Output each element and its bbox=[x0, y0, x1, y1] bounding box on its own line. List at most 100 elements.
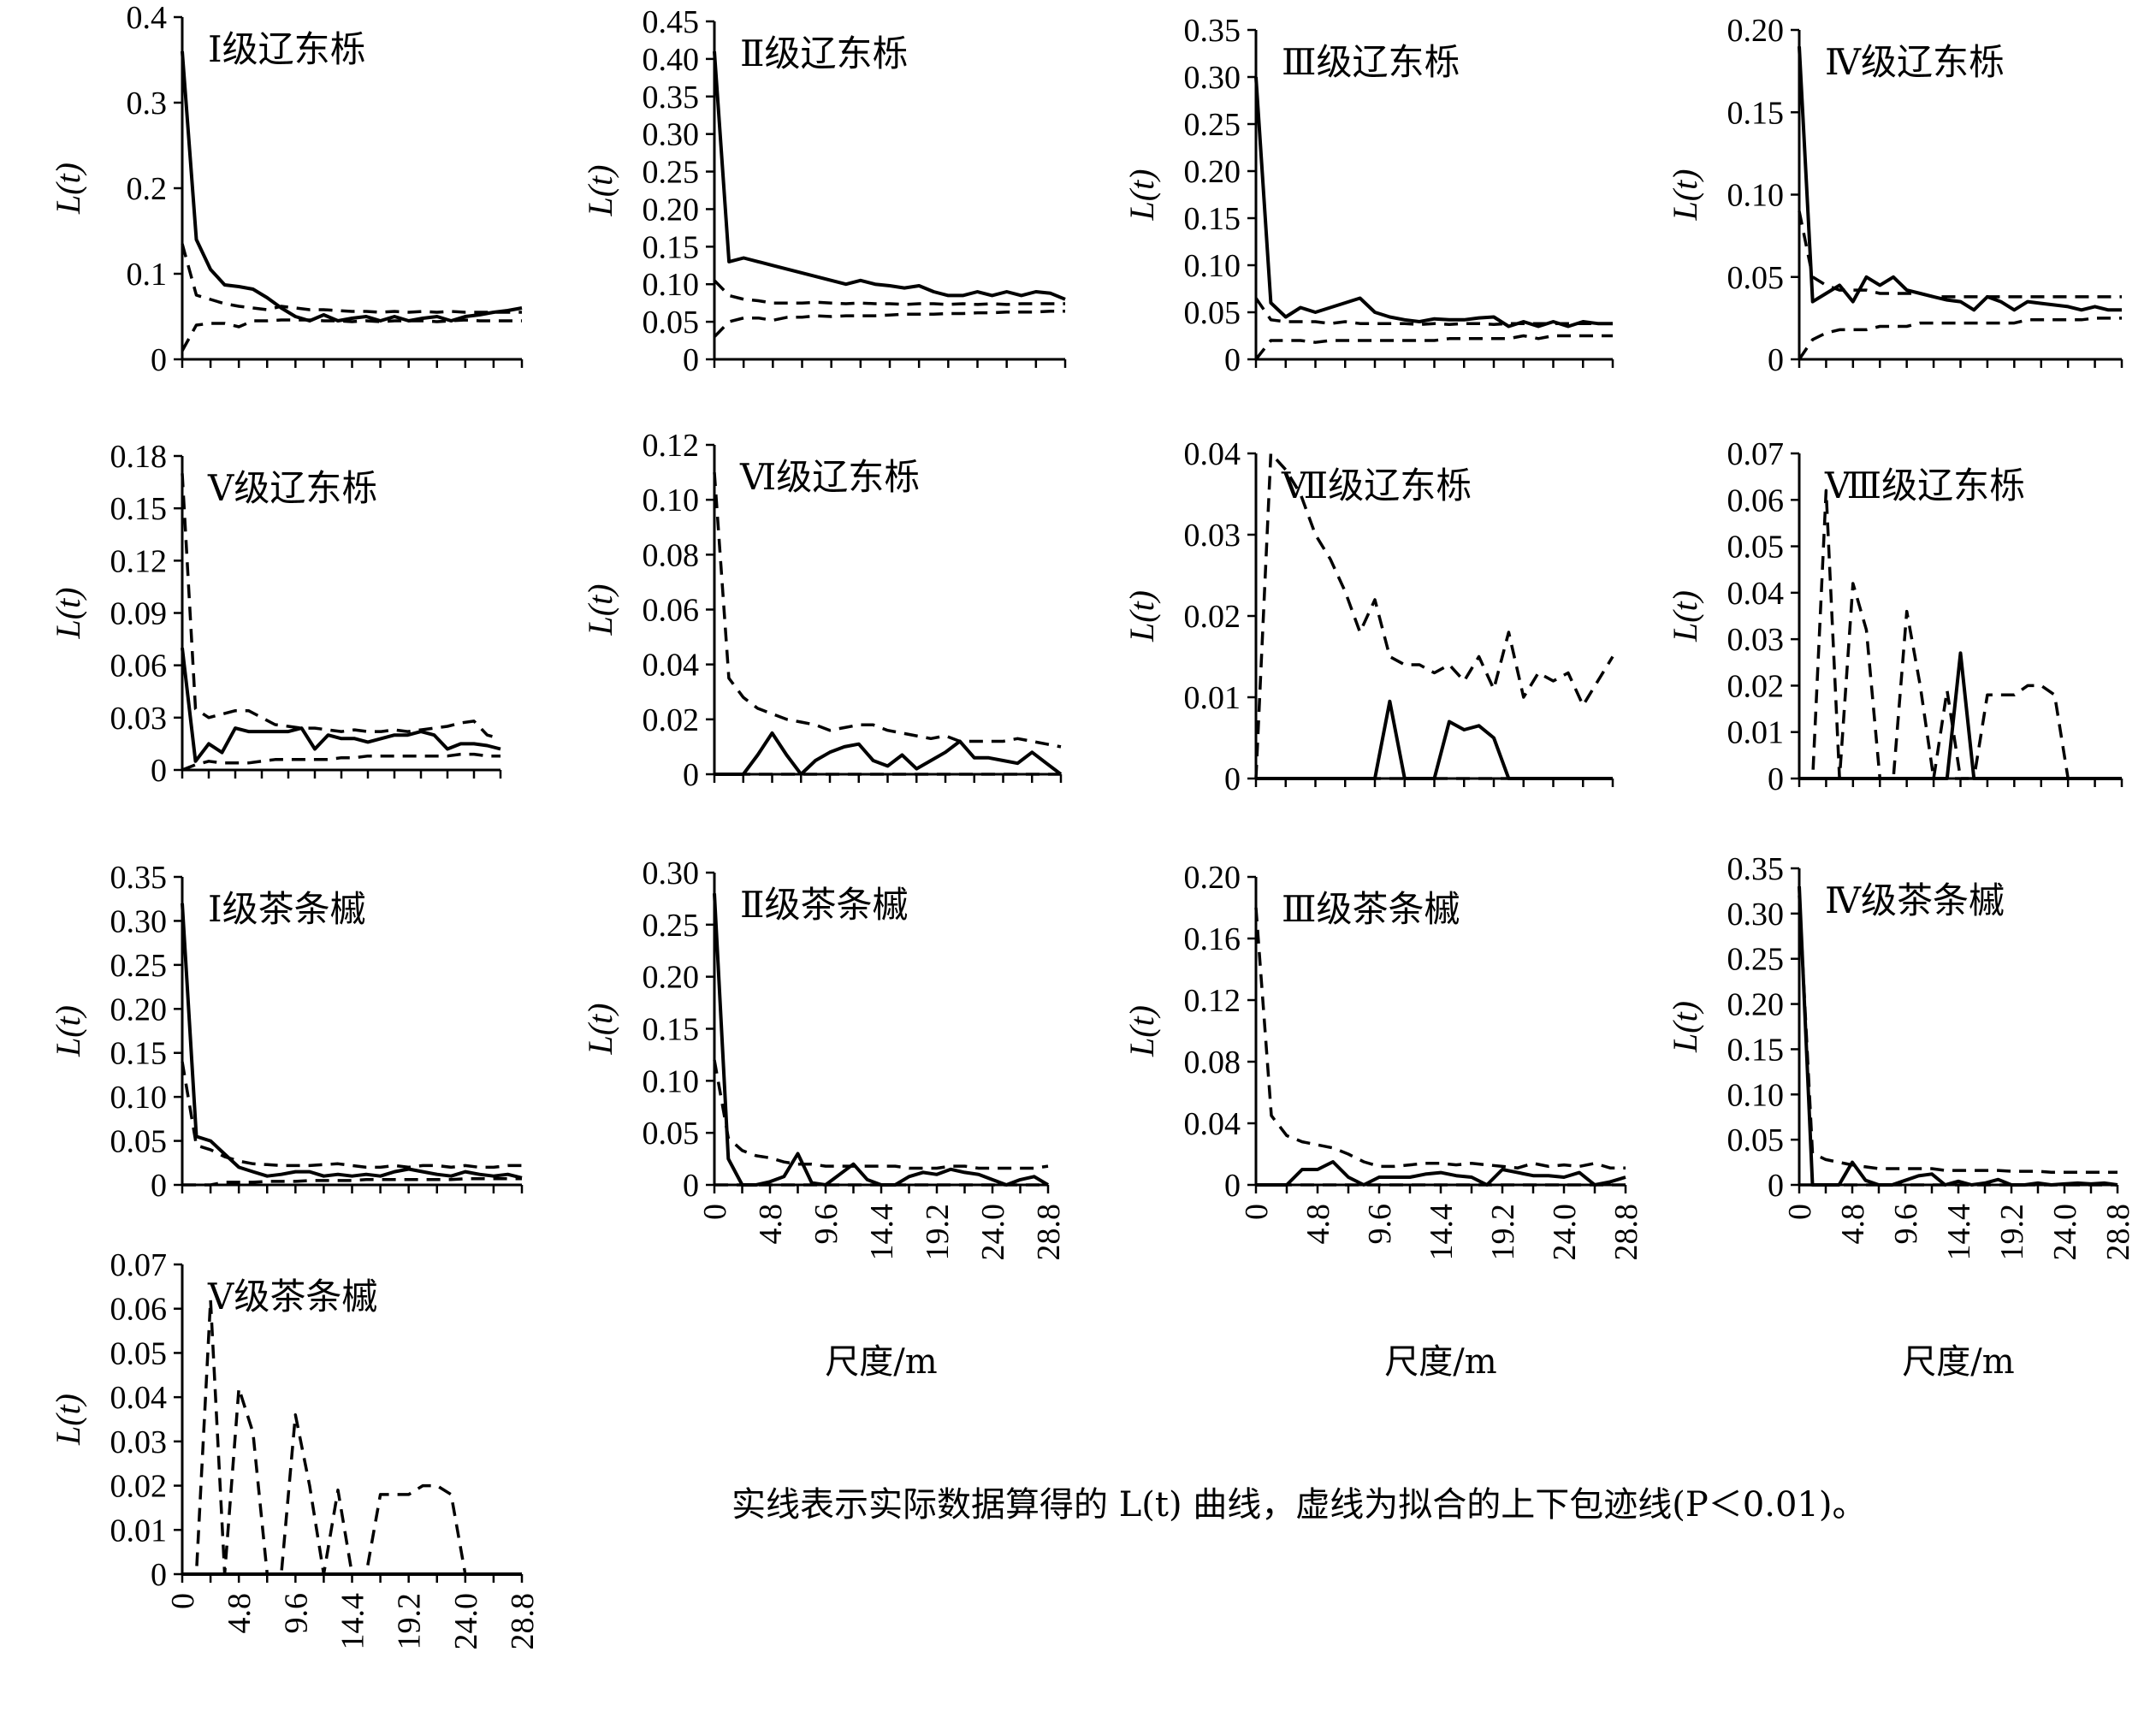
chart-title: Ⅳ级茶条槭 bbox=[1825, 879, 2005, 921]
y-axis-label: L(t) bbox=[1666, 590, 1704, 642]
series-line-observed bbox=[1254, 76, 1613, 329]
series-line-observed bbox=[1256, 1160, 1626, 1187]
chart-title: Ⅲ级茶条槭 bbox=[1282, 888, 1460, 930]
y-tick-label: 0.02 bbox=[1727, 668, 1785, 704]
y-axis-label: L(t) bbox=[1122, 1005, 1161, 1057]
y-tick-label: 0 bbox=[1768, 1168, 1784, 1204]
y-tick-label: 0.15 bbox=[1727, 1032, 1785, 1068]
y-axis-label: L(t) bbox=[1666, 169, 1704, 222]
chart-panel: 0 0.01 0.02 0.03 0.04 0.05 0.06 0.07 0 4.8 9.6 14.4… bbox=[49, 1247, 541, 1650]
y-tick-label: 0.02 bbox=[110, 1469, 168, 1505]
y-tick-label: 0 bbox=[683, 342, 699, 378]
chart-panel: 0 0.05 0.10 0.15 0.20 0.25 0.30 0 4.8 9.6 14.4 19.2… bbox=[581, 856, 1067, 1382]
y-tick-label: 0.30 bbox=[643, 117, 700, 153]
y-tick-label: 0.06 bbox=[1727, 483, 1785, 518]
y-tick-label: 0.15 bbox=[110, 491, 168, 527]
chart-title: Ⅲ级辽东栎 bbox=[1282, 41, 1460, 83]
y-axis-label: L(t) bbox=[49, 1394, 87, 1446]
y-tick-label: 0.06 bbox=[643, 593, 700, 629]
y-tick-label: 0.2 bbox=[127, 171, 168, 207]
series-line-observed bbox=[1256, 699, 1613, 780]
y-tick-label: 0.15 bbox=[643, 229, 700, 265]
x-axis-label: 尺度/m bbox=[1384, 1342, 1496, 1382]
y-tick-label: 0.01 bbox=[110, 1513, 168, 1548]
y-tick-label: 0.30 bbox=[1727, 897, 1785, 933]
y-tick-label: 0.05 bbox=[110, 1124, 168, 1160]
x-tick-label: 0 bbox=[1239, 1204, 1275, 1220]
y-tick-label: 0.02 bbox=[1184, 599, 1241, 635]
chart-panel: 0 0.1 0.2 0.3 0.4 L(t) Ⅰ级辽东栎 bbox=[49, 0, 524, 378]
y-tick-label: 0.10 bbox=[643, 267, 700, 303]
series-line-envelope bbox=[713, 279, 1065, 306]
y-tick-label: 0.25 bbox=[1184, 107, 1241, 143]
series-line-envelope bbox=[181, 243, 522, 314]
chart-title: Ⅴ级茶条槭 bbox=[207, 1276, 377, 1317]
y-tick-label: 0.25 bbox=[643, 908, 700, 944]
y-tick-label: 0.40 bbox=[643, 42, 700, 78]
y-tick-label: 0.1 bbox=[127, 257, 168, 293]
chart-panel: 0 0.05 0.10 0.15 0.20 0.25 0.30 0.35 L(t) Ⅲ级辽东栎 bbox=[1122, 13, 1614, 378]
y-tick-label: 0.03 bbox=[110, 701, 168, 737]
x-tick-label: 19.2 bbox=[1485, 1204, 1521, 1261]
y-tick-label: 0 bbox=[151, 1557, 167, 1593]
y-tick-label: 0 bbox=[151, 753, 167, 789]
y-tick-label: 0.35 bbox=[110, 860, 168, 896]
x-tick-label: 14.4 bbox=[335, 1593, 371, 1650]
y-tick-label: 0.01 bbox=[1727, 715, 1785, 751]
series-line-observed bbox=[1798, 886, 2118, 1187]
y-tick-label: 0.10 bbox=[110, 1080, 168, 1116]
y-tick-label: 0.06 bbox=[110, 1292, 168, 1328]
series-line-envelope bbox=[713, 310, 1065, 338]
x-tick-label: 24.0 bbox=[2047, 1204, 2083, 1261]
y-axis-label: L(t) bbox=[581, 584, 619, 637]
chart-title: Ⅵ级辽东栎 bbox=[739, 456, 920, 498]
chart-panel: 0 0.02 0.04 0.06 0.08 0.10 0.12 L(t) Ⅵ级辽东栎 bbox=[581, 428, 1063, 793]
y-axis-label: L(t) bbox=[1122, 169, 1161, 222]
y-tick-label: 0.05 bbox=[110, 1335, 168, 1371]
y-tick-label: 0.05 bbox=[643, 305, 700, 340]
y-tick-label: 0.12 bbox=[643, 428, 700, 464]
series-line-envelope bbox=[1799, 489, 2122, 780]
x-tick-label: 0 bbox=[165, 1593, 201, 1609]
series-line-observed bbox=[1798, 46, 2122, 312]
series-line-envelope bbox=[182, 1298, 522, 1576]
y-tick-label: 0.05 bbox=[1727, 1122, 1785, 1158]
x-axis-label: 尺度/m bbox=[825, 1342, 937, 1382]
y-tick-label: 0.09 bbox=[110, 596, 168, 632]
x-tick-label: 14.4 bbox=[1424, 1204, 1460, 1261]
chart-title: Ⅷ级辽东栎 bbox=[1824, 465, 2025, 506]
chart-panel: 00.050.100.150.200.250.300.350.400.45 L(t… bbox=[581, 4, 1067, 378]
x-tick-label: 9.6 bbox=[1362, 1204, 1398, 1245]
y-tick-label: 0.01 bbox=[1184, 680, 1241, 716]
chart-panel: 0 0.03 0.06 0.09 0.12 0.15 0.18 L(t) Ⅴ级辽东栎 bbox=[49, 439, 502, 789]
series-line-observed bbox=[713, 50, 1066, 301]
x-tick-label: 0 bbox=[1782, 1204, 1818, 1220]
chart-title: Ⅳ级辽东栎 bbox=[1825, 41, 2005, 83]
chart-title: Ⅰ级茶条槭 bbox=[208, 888, 366, 930]
series-line-observed bbox=[181, 648, 501, 763]
y-tick-label: 0.04 bbox=[643, 648, 700, 684]
x-tick-label: 28.8 bbox=[505, 1593, 541, 1650]
chart-panel: 0 0.04 0.08 0.12 0.16 0.20 0 4.8 9.6 14.4 19.2 24.0… bbox=[1122, 860, 1644, 1382]
y-tick-label: 0.05 bbox=[1727, 530, 1785, 565]
y-tick-label: 0.03 bbox=[1184, 518, 1241, 554]
chart-panel: 0 0.05 0.10 0.15 0.20 0.25 0.30 0.35 L(t) Ⅰ级茶条槭 bbox=[49, 860, 524, 1204]
chart-panel: 0 0.05 0.10 0.15 0.20 L(t) Ⅳ级辽东栎 bbox=[1666, 13, 2123, 378]
y-tick-label: 0.20 bbox=[643, 192, 700, 228]
y-tick-label: 0.10 bbox=[643, 483, 700, 518]
y-tick-label: 0 bbox=[1768, 761, 1784, 797]
x-tick-label: 14.4 bbox=[1941, 1204, 1977, 1261]
series-line-envelope bbox=[1254, 907, 1626, 1169]
y-tick-label: 0.10 bbox=[1727, 1077, 1785, 1113]
y-tick-label: 0.08 bbox=[1184, 1045, 1241, 1081]
series-line-envelope bbox=[1254, 452, 1614, 779]
y-tick-label: 0.05 bbox=[1184, 295, 1241, 331]
y-tick-label: 0.30 bbox=[110, 903, 168, 939]
y-tick-label: 0 bbox=[151, 1168, 167, 1204]
y-tick-label: 0.30 bbox=[1184, 60, 1241, 96]
chart-panel: 0 0.01 0.02 0.03 0.04 0.05 0.06 0.07 L(t) Ⅷ级辽东栎 bbox=[1666, 436, 2123, 797]
series-line-envelope bbox=[181, 473, 501, 740]
y-axis-label: L(t) bbox=[49, 163, 87, 215]
y-axis-label: L(t) bbox=[581, 165, 619, 217]
x-tick-label: 4.8 bbox=[222, 1593, 258, 1634]
